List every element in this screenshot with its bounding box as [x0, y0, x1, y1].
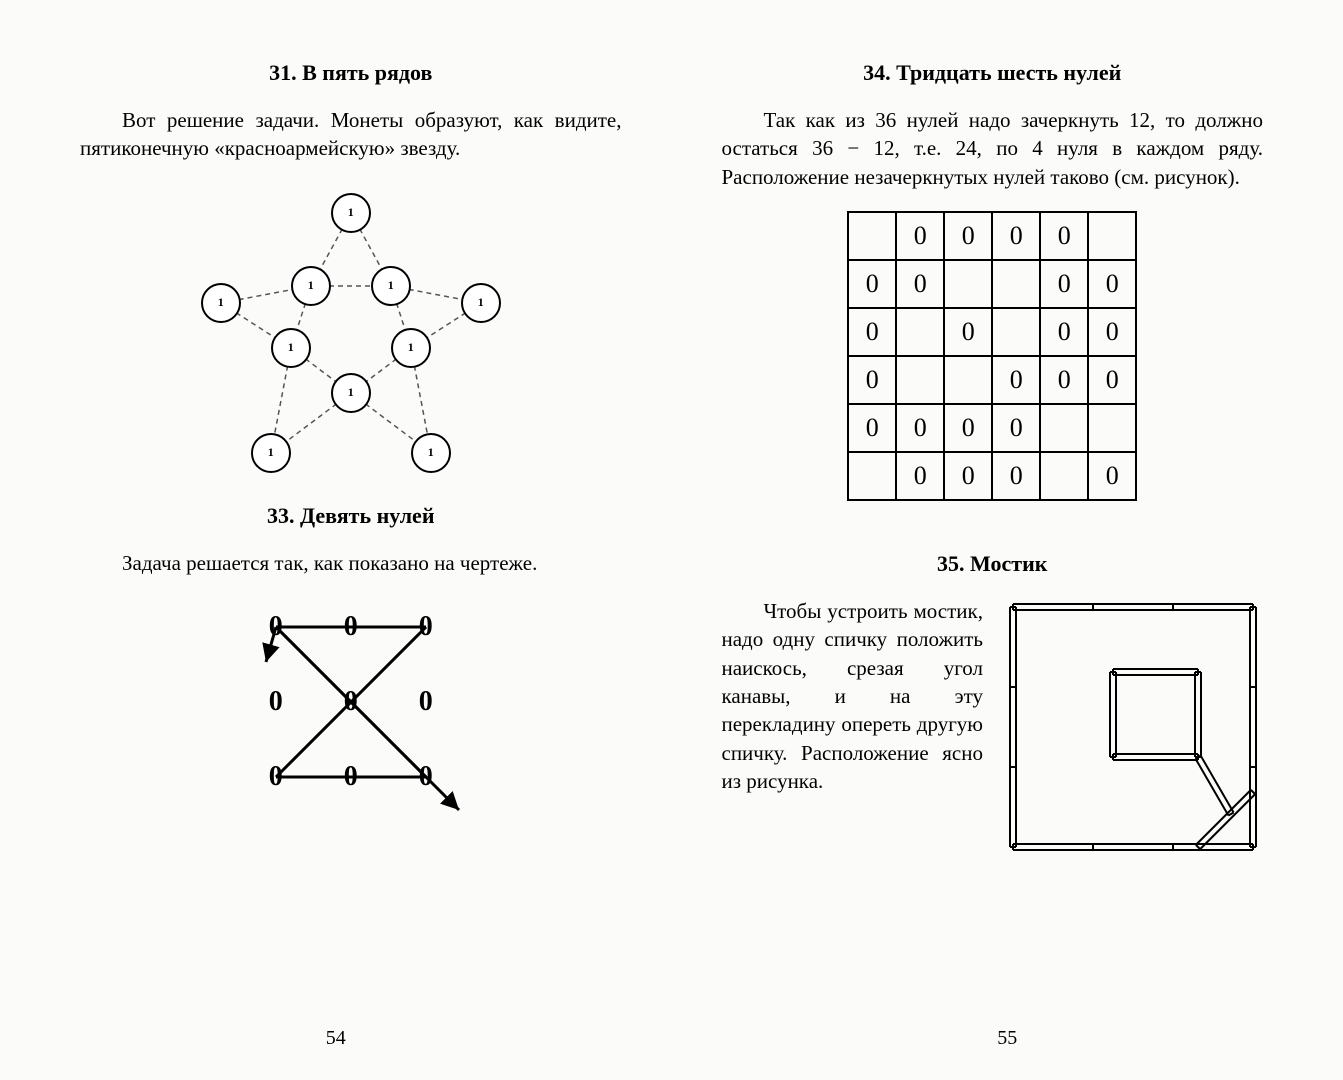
paragraph-33: Задача решается так, как показано на чер… [80, 549, 622, 577]
star-diagram: 1111111111 [186, 183, 516, 483]
zero-icon: 0 [269, 761, 283, 793]
grid-cell: 0 [944, 452, 992, 500]
coin-icon: 1 [331, 373, 371, 413]
page-number-right: 55 [672, 1027, 1343, 1050]
grid-cell: 0 [896, 452, 944, 500]
heading-31: 31. В пять рядов [80, 60, 622, 86]
grid-cell [896, 308, 944, 356]
zero-icon: 0 [419, 686, 433, 718]
grid-cell: 0 [1088, 452, 1136, 500]
grid-cell: 0 [848, 356, 896, 404]
page-right: 34. Тридцать шесть нулей Так как из 36 н… [672, 0, 1343, 1080]
zero-icon: 0 [419, 761, 433, 793]
grid-cell [1088, 212, 1136, 260]
grid-cell: 0 [1040, 308, 1088, 356]
grid-cell: 0 [1040, 260, 1088, 308]
grid-cell: 0 [992, 452, 1040, 500]
grid-cell [848, 212, 896, 260]
grid-cell: 0 [1040, 212, 1088, 260]
grid-cell [992, 308, 1040, 356]
coin-icon: 1 [461, 283, 501, 323]
coin-icon: 1 [411, 433, 451, 473]
grid-cell: 0 [944, 404, 992, 452]
grid-cell [992, 260, 1040, 308]
heading-35: 35. Мостик [722, 551, 1264, 577]
heading-33: 33. Девять нулей [80, 503, 622, 529]
paragraph-35: Чтобы устроить мостик, надо одну спичку … [722, 597, 984, 795]
grid-cell: 0 [1088, 260, 1136, 308]
grid-cell: 0 [848, 404, 896, 452]
page-number-left: 54 [0, 1027, 672, 1050]
grid6-table: 000000000000000000000000 [847, 211, 1137, 501]
star-diagram-wrapper: 1111111111 [80, 183, 622, 483]
grid-cell: 0 [848, 308, 896, 356]
paragraph-31: Вот решение задачи. Монеты образуют, как… [80, 106, 622, 163]
zero-icon: 0 [344, 686, 358, 718]
coin-icon: 1 [371, 266, 411, 306]
grid-cell [944, 356, 992, 404]
zero-icon: 0 [419, 611, 433, 643]
mostik-diagram [1003, 597, 1263, 862]
grid-cell: 0 [896, 404, 944, 452]
grid-cell: 0 [992, 404, 1040, 452]
heading-34: 34. Тридцать шесть нулей [722, 60, 1264, 86]
grid-cell: 0 [848, 260, 896, 308]
coin-icon: 1 [291, 266, 331, 306]
grid-cell: 0 [1088, 308, 1136, 356]
coin-icon: 1 [201, 283, 241, 323]
grid6-wrapper: 000000000000000000000000 [722, 211, 1264, 501]
grid-cell: 0 [1040, 356, 1088, 404]
grid-cell [848, 452, 896, 500]
nine-zeros-diagram: 0 0 0 0 0 0 0 0 0 [221, 597, 481, 827]
coin-icon: 1 [251, 433, 291, 473]
page-left: 31. В пять рядов Вот решение задачи. Мон… [0, 0, 672, 1080]
coin-icon: 1 [331, 193, 371, 233]
grid-cell [944, 260, 992, 308]
mostik-row: Чтобы устроить мостик, надо одну спичку … [722, 597, 1264, 862]
zero-icon: 0 [344, 611, 358, 643]
grid-cell: 0 [992, 356, 1040, 404]
grid-cell: 0 [944, 308, 992, 356]
grid-cell: 0 [944, 212, 992, 260]
grid-cell [896, 356, 944, 404]
zero-icon: 0 [269, 686, 283, 718]
grid-cell [1040, 404, 1088, 452]
grid-cell: 0 [896, 260, 944, 308]
grid-cell: 0 [896, 212, 944, 260]
zero-icon: 0 [269, 611, 283, 643]
zero-icon: 0 [344, 761, 358, 793]
coin-icon: 1 [271, 328, 311, 368]
grid-cell [1040, 452, 1088, 500]
coin-icon: 1 [391, 328, 431, 368]
grid-cell [1088, 404, 1136, 452]
nine-zeros-wrapper: 0 0 0 0 0 0 0 0 0 [80, 597, 622, 827]
paragraph-34: Так как из 36 нулей надо зачеркнуть 12, … [722, 106, 1264, 191]
grid-cell: 0 [992, 212, 1040, 260]
grid-cell: 0 [1088, 356, 1136, 404]
